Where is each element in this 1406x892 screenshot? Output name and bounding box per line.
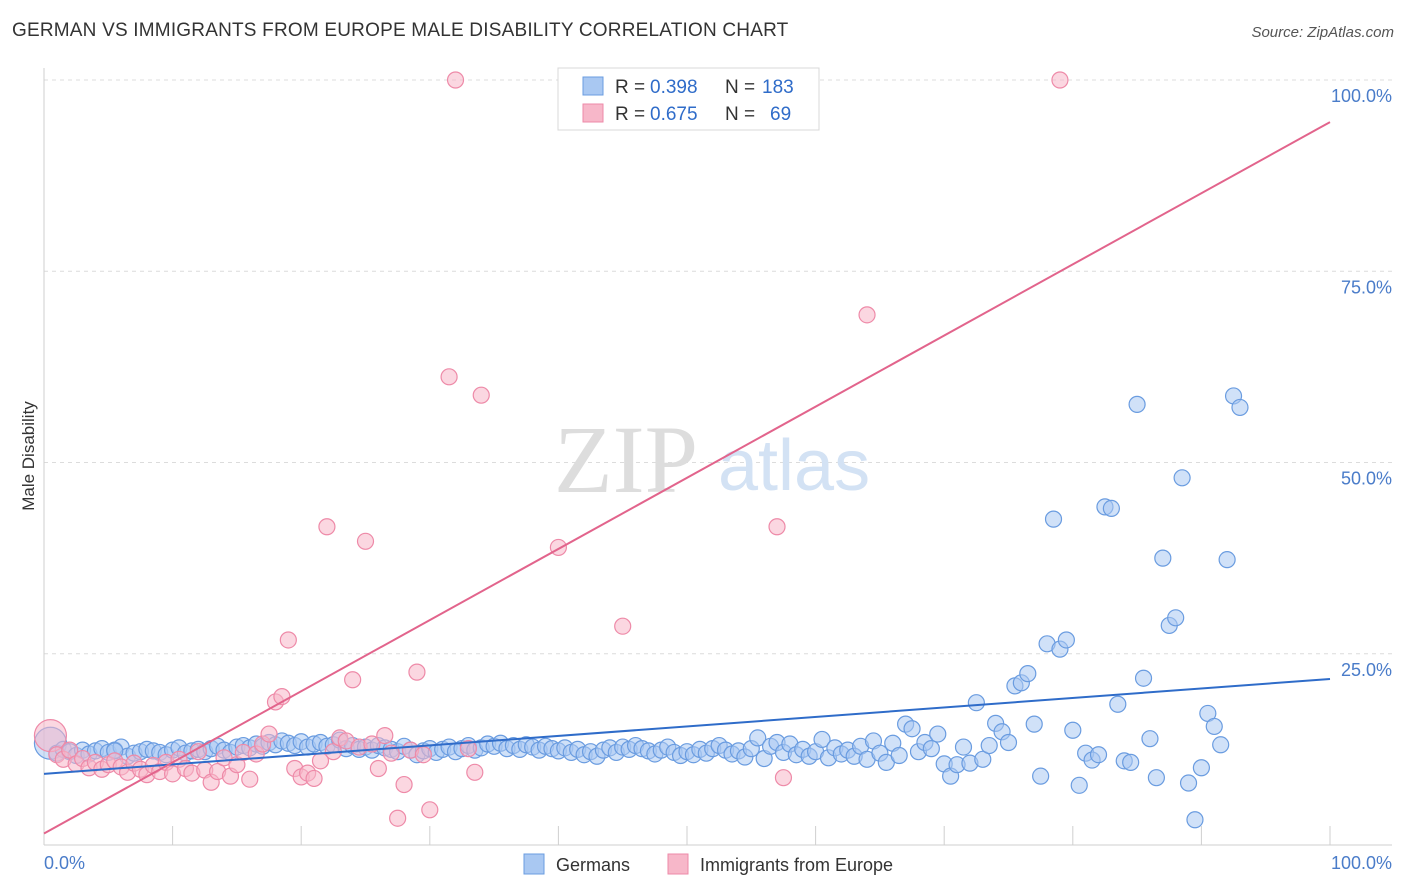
germans-point [1205, 717, 1223, 736]
germans-point [1044, 510, 1063, 528]
germans-point [922, 740, 940, 758]
immigrants-point [389, 809, 407, 827]
germans-point [1109, 695, 1127, 713]
germans-point [1212, 736, 1230, 754]
immigrants-point [344, 671, 362, 689]
germans-point [1218, 551, 1236, 569]
immigrants-point [858, 306, 876, 324]
immigrants-points [33, 71, 1069, 827]
germans-point [1179, 774, 1198, 792]
immigrants-point [472, 386, 490, 404]
watermark-atlas: atlas [718, 426, 870, 506]
germans-point [1154, 549, 1172, 567]
source-label: Source: ZipAtlas.com [1251, 24, 1394, 41]
immigrants-point [446, 71, 465, 89]
x-tick-label-min: 0.0% [44, 853, 85, 873]
germans-point [1070, 776, 1088, 794]
y-tick-label-50: 50.0% [1341, 469, 1392, 489]
legend-swatch-immigrants [582, 103, 604, 123]
immigrants-point [768, 518, 786, 536]
y-axis-label: Male Disability [19, 401, 38, 511]
immigrants-point [466, 763, 484, 781]
axes [43, 68, 1392, 846]
germans-point [1134, 669, 1153, 687]
immigrants-point [305, 769, 323, 788]
legend-r-value-germans: 0.398 [650, 77, 698, 98]
immigrants-point [279, 631, 297, 649]
immigrants-point [440, 368, 458, 386]
germans-point [1064, 721, 1082, 739]
germans-point [954, 738, 973, 756]
legend-box: R = 0.398 N = 183 R = 0.675 N = 69 [557, 67, 820, 131]
germans-point [1128, 395, 1146, 413]
germans-point [903, 720, 921, 738]
watermark-zip: ZIP [554, 406, 698, 513]
chart-title: GERMAN VS IMMIGRANTS FROM EUROPE MALE DI… [12, 20, 789, 41]
germans-point [1173, 469, 1191, 487]
immigrants-point [395, 775, 413, 794]
germans-point [1025, 715, 1043, 733]
legend-n-value-immigrants: 69 [770, 104, 791, 125]
germans-point [974, 750, 992, 768]
immigrants-point [318, 518, 336, 536]
germans-point [999, 733, 1018, 752]
germans-point [1122, 753, 1140, 771]
y-tick-label-75: 75.0% [1341, 277, 1392, 297]
legend-n-label-germans: N = [725, 77, 755, 98]
legend-r-label-germans: R = [615, 77, 645, 98]
germans-point [749, 729, 767, 747]
y-tick-labels: 25.0% 50.0% 75.0% 100.0% [1331, 86, 1392, 680]
germans-point [980, 736, 998, 755]
legend-r-label-immigrants: R = [615, 104, 645, 125]
y-tick-label-25: 25.0% [1341, 660, 1392, 680]
immigrants-trend-line [43, 121, 1331, 835]
immigrants-point [369, 759, 387, 778]
germans-point [813, 730, 831, 749]
x-tick-label-max: 100.0% [1331, 853, 1392, 873]
immigrants-point [241, 770, 259, 788]
germans-point [929, 725, 947, 743]
immigrants-point [408, 663, 426, 681]
bottom-legend-label-germans: Germans [556, 855, 630, 875]
legend-n-value-germans: 183 [762, 77, 794, 98]
germans-point [1032, 767, 1050, 785]
bottom-legend-swatch-immigrants [667, 853, 689, 875]
x-ticks [43, 826, 1331, 845]
immigrants-point [376, 727, 394, 745]
germans-point [1186, 811, 1204, 829]
germans-point [1167, 609, 1185, 627]
bottom-legend: Germans Immigrants from Europe [523, 853, 893, 875]
germans-point [1192, 759, 1211, 777]
immigrants-point [363, 735, 381, 753]
y-tick-label-100: 100.0% [1331, 86, 1392, 106]
germans-point [890, 746, 908, 765]
immigrants-point [459, 740, 477, 758]
germans-point [1089, 746, 1108, 764]
legend-n-label-immigrants: N = [725, 104, 755, 125]
bottom-legend-label-immigrants: Immigrants from Europe [700, 855, 893, 875]
germans-point [1231, 398, 1249, 417]
germans-point [1147, 769, 1165, 787]
immigrants-point [260, 725, 278, 743]
immigrants-point [421, 801, 439, 819]
immigrants-point [1051, 71, 1069, 89]
immigrants-point [61, 741, 79, 759]
germans-point [1019, 665, 1037, 683]
germans-point [1141, 730, 1159, 748]
germans-point [967, 694, 985, 712]
immigrants-point [774, 769, 793, 787]
grid-lines [44, 79, 1392, 655]
immigrants-point [414, 746, 432, 764]
germans-point [1057, 631, 1075, 649]
immigrants-point [33, 719, 68, 753]
bottom-legend-swatch-germans [523, 853, 545, 875]
germans-point [1102, 499, 1120, 517]
legend-r-value-immigrants: 0.675 [650, 104, 698, 125]
immigrants-point [356, 532, 375, 550]
legend-swatch-germans [582, 76, 604, 96]
germans-trend-line [43, 677, 1331, 775]
immigrants-point [614, 617, 632, 635]
